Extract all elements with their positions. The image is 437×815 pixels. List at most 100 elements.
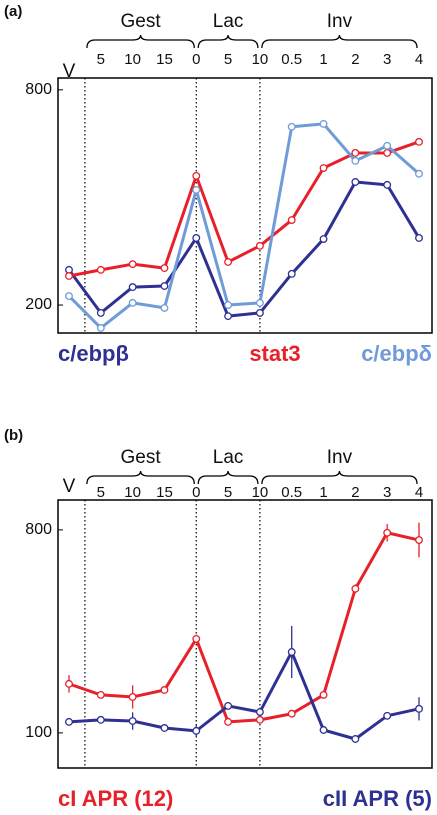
plot-frame [57, 77, 433, 334]
group-label: Inv [327, 11, 353, 32]
data-point [287, 216, 296, 224]
data-point [383, 711, 392, 720]
data-point [160, 303, 169, 312]
data-point [287, 709, 296, 718]
group-label: Gest [121, 11, 162, 32]
group-brace [197, 470, 259, 485]
data-point [96, 265, 105, 274]
data-point [351, 156, 360, 165]
data-point [192, 171, 201, 180]
data-point [224, 312, 233, 321]
data-point [287, 648, 296, 656]
y-tick-label: 100 [25, 724, 52, 741]
x-tick-label: 10 [124, 51, 141, 68]
data-point [128, 283, 137, 292]
legend-label: cI APR (12) [58, 786, 173, 811]
x-tick-label: 0.5 [281, 51, 302, 68]
data-point [415, 704, 423, 713]
y-tick-label: 800 [25, 521, 52, 538]
x-tick-label: 3 [383, 51, 391, 68]
data-point [65, 272, 73, 280]
data-point [383, 141, 392, 150]
data-point [351, 149, 360, 157]
data-point [128, 260, 137, 269]
x-tick-label: 0 [192, 51, 200, 68]
x-tick-label: 0 [192, 484, 200, 501]
data-point [192, 726, 201, 735]
panel-label: (b) [4, 427, 23, 444]
data-point [65, 292, 73, 301]
series-line [68, 531, 420, 724]
data-point [160, 686, 169, 694]
data-point [160, 724, 169, 732]
group-brace [261, 34, 418, 49]
data-point [287, 122, 296, 131]
data-point [96, 324, 105, 332]
legend-label: c/ebpβ [58, 341, 129, 366]
data-point [224, 717, 233, 726]
x-tick-label: 5 [97, 484, 105, 501]
x-tick-label: 15 [156, 484, 173, 501]
group-brace [86, 470, 195, 485]
y-tick-label: 800 [25, 81, 52, 98]
data-point [415, 169, 423, 178]
data-point [160, 282, 169, 290]
data-point [319, 119, 328, 128]
x-tick-label: 5 [97, 51, 105, 68]
group-label: Lac [213, 11, 244, 32]
data-point [351, 178, 360, 186]
data-point [319, 726, 328, 734]
group-brace [261, 470, 418, 485]
data-point [192, 185, 201, 194]
y-tick-label: 200 [25, 296, 52, 313]
data-point [255, 308, 264, 317]
x-tick-label: 1 [319, 51, 327, 68]
data-point [383, 528, 392, 537]
x-tick-label: V [63, 476, 76, 497]
data-point [351, 584, 360, 593]
data-point [255, 241, 264, 250]
group-label: Inv [327, 447, 353, 468]
panel-label: (a) [4, 3, 22, 20]
x-tick-label: 5 [224, 484, 232, 501]
data-point [65, 679, 73, 688]
x-tick-label: 10 [124, 484, 141, 501]
data-point [96, 715, 105, 724]
x-tick-label: 2 [351, 51, 359, 68]
x-tick-label: 10 [252, 484, 269, 501]
x-tick-label: 3 [383, 484, 391, 501]
x-tick-label: 15 [156, 51, 173, 68]
group-brace [86, 34, 195, 49]
legend-label: cII APR (5) [323, 786, 432, 811]
data-point [351, 735, 360, 743]
series-line [67, 180, 421, 318]
data-point [415, 234, 423, 242]
series-line [68, 140, 420, 278]
data-point [383, 149, 392, 157]
plot-frame [57, 499, 433, 769]
legend-label: c/ebpδ [361, 341, 432, 366]
legend-label: stat3 [249, 341, 300, 366]
group-label: Lac [213, 447, 244, 468]
data-point [128, 298, 137, 307]
data-point [255, 708, 264, 716]
data-point [415, 536, 423, 544]
group-brace [197, 34, 259, 49]
data-point [224, 258, 233, 266]
x-tick-label: 1 [319, 484, 327, 501]
x-tick-label: V [63, 61, 76, 82]
data-point [160, 264, 169, 273]
series-line [67, 122, 420, 330]
data-point [415, 137, 423, 146]
data-point [96, 690, 105, 699]
data-point [319, 690, 328, 699]
data-point [224, 301, 233, 309]
data-point [96, 308, 105, 317]
data-point [287, 269, 296, 278]
data-point [319, 164, 328, 172]
x-tick-label: 10 [252, 51, 269, 68]
group-label: Gest [121, 447, 162, 468]
data-point [224, 701, 233, 710]
data-point [192, 634, 201, 643]
series-line [68, 650, 420, 741]
